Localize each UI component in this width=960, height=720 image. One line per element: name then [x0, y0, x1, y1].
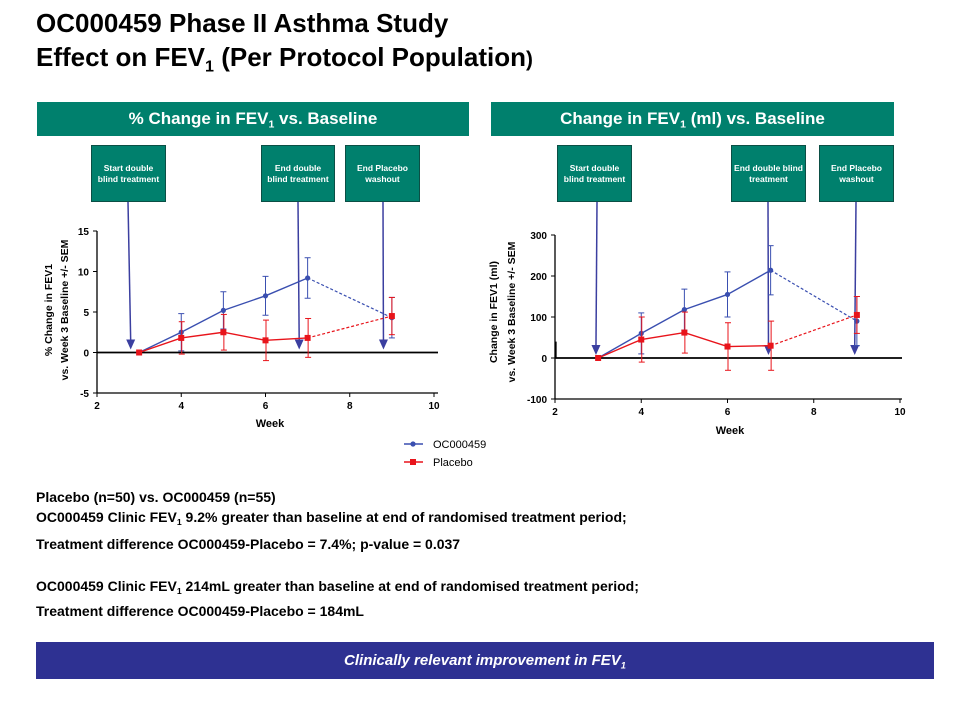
- right-xtick-label: 4: [638, 407, 644, 418]
- right-xtick-label: 2: [552, 407, 558, 418]
- right-ylabel-line1: Change in FEV1 (ml): [488, 261, 500, 363]
- left-xtick-label: 6: [263, 401, 269, 412]
- left-xtick-label: 4: [178, 401, 184, 412]
- note-ml-difference: Treatment difference OC000459-Placebo = …: [36, 603, 364, 619]
- right-oc-point: [768, 267, 774, 273]
- left-oc-point: [262, 293, 269, 299]
- left-placebo-point: [304, 334, 311, 341]
- callout-start-right: Start double blind treatment: [557, 145, 632, 202]
- legend-placebo-label: Placebo: [433, 457, 473, 469]
- right-ytick-label: 100: [530, 313, 547, 324]
- left-oc-point: [220, 307, 226, 313]
- right-ytick-label: -100: [527, 395, 547, 406]
- title-text: Effect on FEV: [36, 42, 206, 72]
- left-placebo-point: [178, 334, 185, 341]
- callout-end-placebo-right: End Placebo washout: [819, 145, 894, 202]
- title-paren: ): [526, 48, 533, 71]
- right-xtick-label: 6: [725, 407, 731, 418]
- callout-end-db-left: End double blind treatment: [261, 145, 335, 202]
- left-placebo-point: [220, 329, 227, 336]
- banner-text: Clinically relevant improvement in FEV: [344, 652, 621, 669]
- note-ml-sub: 1: [176, 586, 182, 597]
- legend-oc-label: OC000459: [433, 439, 486, 451]
- right-ytick-label: 200: [530, 272, 547, 283]
- right-callout-arrow: [595, 201, 598, 348]
- right-header-post: (ml) vs. Baseline: [685, 109, 825, 128]
- right-ytick-label: 300: [530, 231, 547, 242]
- right-oc-dashed-line: [770, 269, 858, 322]
- right-ytick-label: 0: [541, 354, 547, 365]
- left-chart: % Change in FEV1 vs. Week 3 Baseline +/-…: [43, 201, 440, 430]
- right-oc-point: [681, 307, 687, 313]
- note-percent-pre: OC000459 Clinic FEV: [36, 509, 177, 525]
- left-callout-arrowhead: [126, 339, 136, 350]
- left-header-sub: 1: [268, 118, 275, 131]
- right-header-sub: 1: [680, 118, 686, 131]
- left-oc-dashed-line: [307, 277, 393, 319]
- left-ytick-label: -5: [80, 389, 89, 400]
- right-panel-header: Change in FEV1 (ml) vs. Baseline: [491, 102, 894, 136]
- note-percent-sub: 1: [176, 517, 182, 528]
- callout-end-db-right: End double blind treatment: [731, 145, 806, 202]
- note-percent-result: OC000459 Clinic FEV1 9.2% greater than b…: [36, 507, 627, 532]
- left-ylabel-line2: vs. Week 3 Baseline +/- SEM: [59, 239, 71, 380]
- note-ml-pre: OC000459 Clinic FEV: [36, 578, 177, 594]
- left-placebo-point: [262, 337, 269, 344]
- right-xlabel: Week: [716, 425, 745, 437]
- slide-title-line1: OC000459 Phase II Asthma Study: [36, 8, 449, 38]
- right-header-text: Change in FEV: [560, 109, 681, 128]
- left-placebo-dashed-line: [307, 315, 393, 339]
- left-callout-arrow: [297, 201, 300, 342]
- slide-title-line2: Effect on FEV1 (Per Protocol Population): [36, 42, 533, 82]
- left-ytick-label: 15: [78, 227, 90, 238]
- legend-oc-marker: [410, 441, 416, 447]
- left-header-post: vs. Baseline: [274, 109, 378, 128]
- left-header-text: % Change in FEV: [128, 109, 269, 128]
- title-subscript: 1: [205, 57, 214, 76]
- right-callout-arrowhead: [850, 345, 860, 355]
- right-chart: Change in FEV1 (ml) vs. Week 3 Baseline …: [488, 201, 906, 437]
- legend-placebo-marker: [410, 459, 416, 465]
- note-ml-result: OC000459 Clinic FEV1 214mL greater than …: [36, 576, 639, 601]
- left-ylabel-line1: % Change in FEV1: [43, 264, 55, 356]
- right-xtick-label: 8: [811, 407, 817, 418]
- left-callout-arrowhead: [294, 339, 304, 350]
- title-text-post: (Per Protocol Population: [213, 42, 526, 72]
- banner-sub: 1: [620, 660, 626, 671]
- left-placebo-point: [136, 349, 143, 356]
- left-ytick-label: 0: [83, 349, 89, 360]
- note-sample-size: Placebo (n=50) vs. OC000459 (n=55): [36, 489, 276, 505]
- right-callout-arrow: [853, 201, 857, 348]
- right-placebo-point: [638, 336, 645, 343]
- right-oc-point: [724, 291, 731, 298]
- right-placebo-point: [681, 329, 688, 336]
- callout-start-left: Start double blind treatment: [91, 145, 166, 202]
- right-placebo-point: [724, 343, 731, 350]
- left-ytick-label: 5: [83, 308, 89, 319]
- callout-end-placebo-left: End Placebo washout: [345, 145, 420, 202]
- right-placebo-dashed-line: [770, 314, 858, 347]
- left-xlabel: Week: [256, 418, 285, 430]
- left-callout-arrowhead: [378, 339, 388, 350]
- legend: OC000459 Placebo: [404, 439, 486, 469]
- note-percent-post: 9.2% greater than baseline at end of ran…: [181, 509, 627, 525]
- left-ytick-label: 10: [78, 268, 90, 279]
- note-percent-difference: Treatment difference OC000459-Placebo = …: [36, 536, 461, 552]
- right-placebo-point: [853, 311, 860, 318]
- note-ml-post: 214mL greater than baseline at end of ra…: [181, 578, 639, 594]
- right-xtick-label: 10: [894, 407, 906, 418]
- right-callout-arrowhead: [591, 345, 601, 355]
- right-placebo-point: [595, 355, 602, 361]
- right-ylabel-line2: vs. Week 3 Baseline +/- SEM: [506, 241, 518, 382]
- left-xtick-label: 8: [347, 401, 353, 412]
- left-panel-header: % Change in FEV1 vs. Baseline: [37, 102, 469, 136]
- left-callout-arrow: [127, 201, 132, 342]
- left-placebo-point: [388, 313, 395, 320]
- conclusion-banner: Clinically relevant improvement in FEV1: [36, 642, 934, 679]
- right-placebo-point: [767, 342, 774, 349]
- left-xtick-label: 2: [94, 401, 100, 412]
- left-oc-point: [305, 275, 311, 281]
- left-xtick-label: 10: [428, 401, 440, 412]
